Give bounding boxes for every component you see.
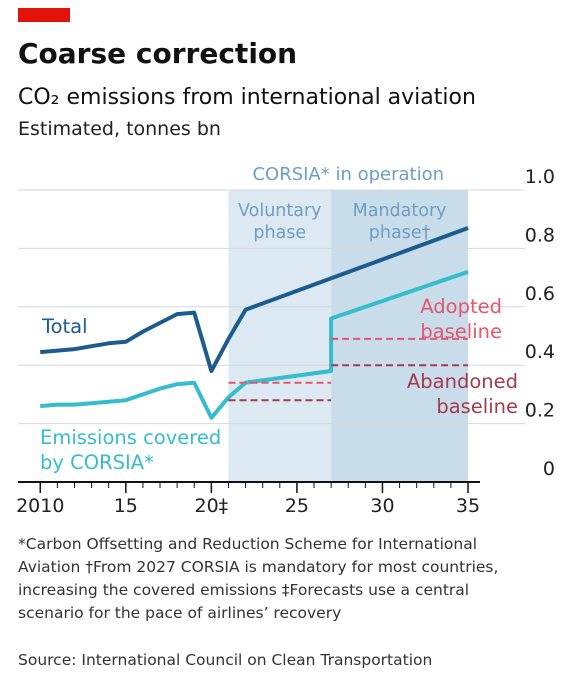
footnote: Aviation †From 2027 CORSIA is mandatory … bbox=[18, 558, 498, 576]
y-axis-label: Estimated, tonnes bn bbox=[18, 118, 221, 140]
baseline-line bbox=[228, 364, 468, 402]
series-line bbox=[40, 226, 469, 373]
y-tick-label: 0.4 bbox=[525, 341, 555, 363]
footnote: scenario for the pace of airlines’ recov… bbox=[18, 604, 341, 622]
phase-label: phase† bbox=[369, 223, 431, 243]
x-tick-label: 25 bbox=[285, 495, 309, 517]
phase-label: phase bbox=[253, 223, 306, 243]
phase-label: Mandatory bbox=[353, 201, 447, 221]
series-label: baseline bbox=[420, 320, 502, 343]
phase-region bbox=[228, 190, 332, 482]
x-tick-label: 35 bbox=[456, 495, 480, 517]
series-label: Emissions covered bbox=[40, 426, 221, 449]
phase-region bbox=[331, 190, 469, 482]
series-label: Abandoned bbox=[407, 370, 518, 393]
series-label: baseline bbox=[436, 395, 518, 418]
y-tick-label: 0.2 bbox=[525, 400, 555, 422]
chart-subtitle: CO₂ emissions from international aviatio… bbox=[18, 85, 476, 110]
y-tick-label: 0.8 bbox=[525, 224, 555, 246]
y-tick-label: 0.6 bbox=[525, 283, 555, 305]
source: Source: International Council on Clean T… bbox=[18, 651, 432, 669]
footnote: increasing the covered emissions ‡Foreca… bbox=[18, 581, 469, 599]
series-label: Total bbox=[41, 315, 88, 338]
x-tick-label: 2010 bbox=[16, 495, 64, 517]
y-tick-label: 1.0 bbox=[525, 166, 555, 188]
region-header: CORSIA* in operation bbox=[252, 164, 444, 185]
series-label: by CORSIA* bbox=[40, 451, 154, 474]
series-line bbox=[40, 269, 469, 420]
phase-label: Voluntary bbox=[238, 201, 322, 221]
chart-title: Coarse correction bbox=[18, 37, 297, 70]
x-tick-label: 30 bbox=[370, 495, 394, 517]
y-tick-label: 0 bbox=[543, 458, 555, 480]
brand-bar bbox=[18, 8, 70, 22]
baseline-line bbox=[228, 337, 468, 384]
x-tick-label: 15 bbox=[114, 495, 138, 517]
x-tick-label: 20‡ bbox=[195, 495, 229, 517]
series-label: Adopted bbox=[420, 295, 502, 318]
footnote: *Carbon Offsetting and Reduction Scheme … bbox=[18, 535, 477, 553]
